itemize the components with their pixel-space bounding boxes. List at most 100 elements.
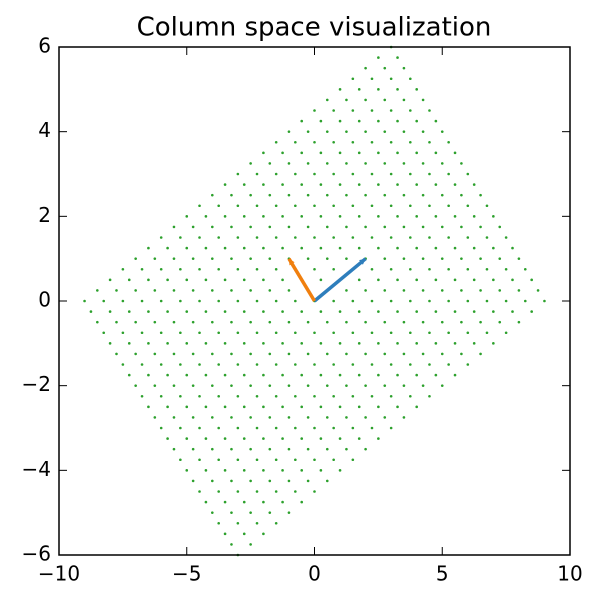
point — [351, 299, 355, 303]
point — [274, 394, 278, 398]
point — [370, 236, 374, 239]
point — [351, 458, 355, 462]
point — [338, 246, 342, 250]
point — [383, 416, 387, 419]
point — [230, 384, 233, 387]
point — [223, 183, 227, 186]
point — [115, 352, 118, 356]
point — [223, 278, 227, 282]
point — [332, 140, 335, 144]
point — [153, 289, 157, 292]
point — [179, 299, 182, 303]
point — [134, 289, 137, 292]
point — [268, 225, 272, 229]
point — [262, 278, 265, 282]
point — [415, 278, 419, 282]
x-tick-label: −10 — [38, 562, 80, 586]
point — [242, 373, 246, 377]
point — [102, 331, 106, 335]
point — [204, 437, 208, 440]
point — [294, 426, 297, 430]
point — [185, 342, 189, 345]
point — [198, 458, 201, 462]
point — [242, 342, 246, 345]
point — [294, 458, 297, 462]
point — [179, 458, 182, 462]
point — [287, 479, 291, 483]
point — [306, 130, 310, 133]
point — [300, 246, 304, 250]
point — [319, 246, 323, 250]
point — [287, 511, 291, 514]
point — [319, 183, 323, 186]
point — [287, 225, 291, 229]
point — [453, 151, 457, 155]
point — [211, 384, 214, 387]
point — [217, 426, 220, 430]
point — [460, 162, 463, 165]
point — [300, 310, 304, 313]
point — [447, 236, 450, 239]
point — [121, 363, 125, 366]
point — [472, 246, 476, 250]
point — [249, 352, 252, 356]
point — [172, 384, 176, 387]
point — [127, 342, 131, 345]
point — [485, 204, 489, 208]
point — [198, 299, 201, 303]
point — [338, 373, 342, 377]
point — [198, 236, 201, 239]
point — [159, 299, 163, 303]
point — [338, 342, 342, 345]
point — [211, 257, 214, 260]
point — [377, 246, 380, 250]
point — [262, 246, 265, 250]
point — [281, 500, 284, 504]
point — [274, 299, 278, 303]
point — [440, 225, 444, 229]
point — [485, 236, 489, 239]
point — [255, 363, 259, 366]
point — [159, 394, 163, 398]
point — [166, 310, 169, 313]
point — [306, 193, 310, 197]
point — [402, 289, 406, 292]
point — [536, 289, 540, 292]
point — [249, 162, 252, 165]
point — [236, 521, 240, 525]
point — [274, 363, 278, 366]
point — [166, 278, 169, 282]
point — [351, 172, 355, 176]
point — [383, 384, 387, 387]
point — [313, 331, 316, 335]
point — [166, 246, 169, 250]
point — [159, 363, 163, 366]
point — [428, 267, 431, 271]
point — [249, 511, 252, 514]
point — [204, 342, 208, 345]
point — [300, 373, 304, 377]
point — [345, 352, 348, 356]
point — [409, 363, 412, 366]
point — [211, 193, 214, 197]
x-tick-label: −5 — [172, 562, 201, 586]
point — [211, 511, 214, 514]
point — [338, 437, 342, 440]
point — [191, 225, 195, 229]
point — [300, 342, 304, 345]
point — [319, 151, 323, 155]
point — [204, 246, 208, 250]
point — [211, 416, 214, 419]
point — [345, 130, 348, 133]
point — [274, 236, 278, 239]
point — [262, 405, 265, 409]
point — [313, 394, 316, 398]
point — [338, 405, 342, 409]
point — [294, 394, 297, 398]
point — [415, 246, 419, 250]
point — [370, 299, 374, 303]
point — [147, 310, 150, 313]
point — [511, 246, 514, 250]
point — [377, 437, 380, 440]
